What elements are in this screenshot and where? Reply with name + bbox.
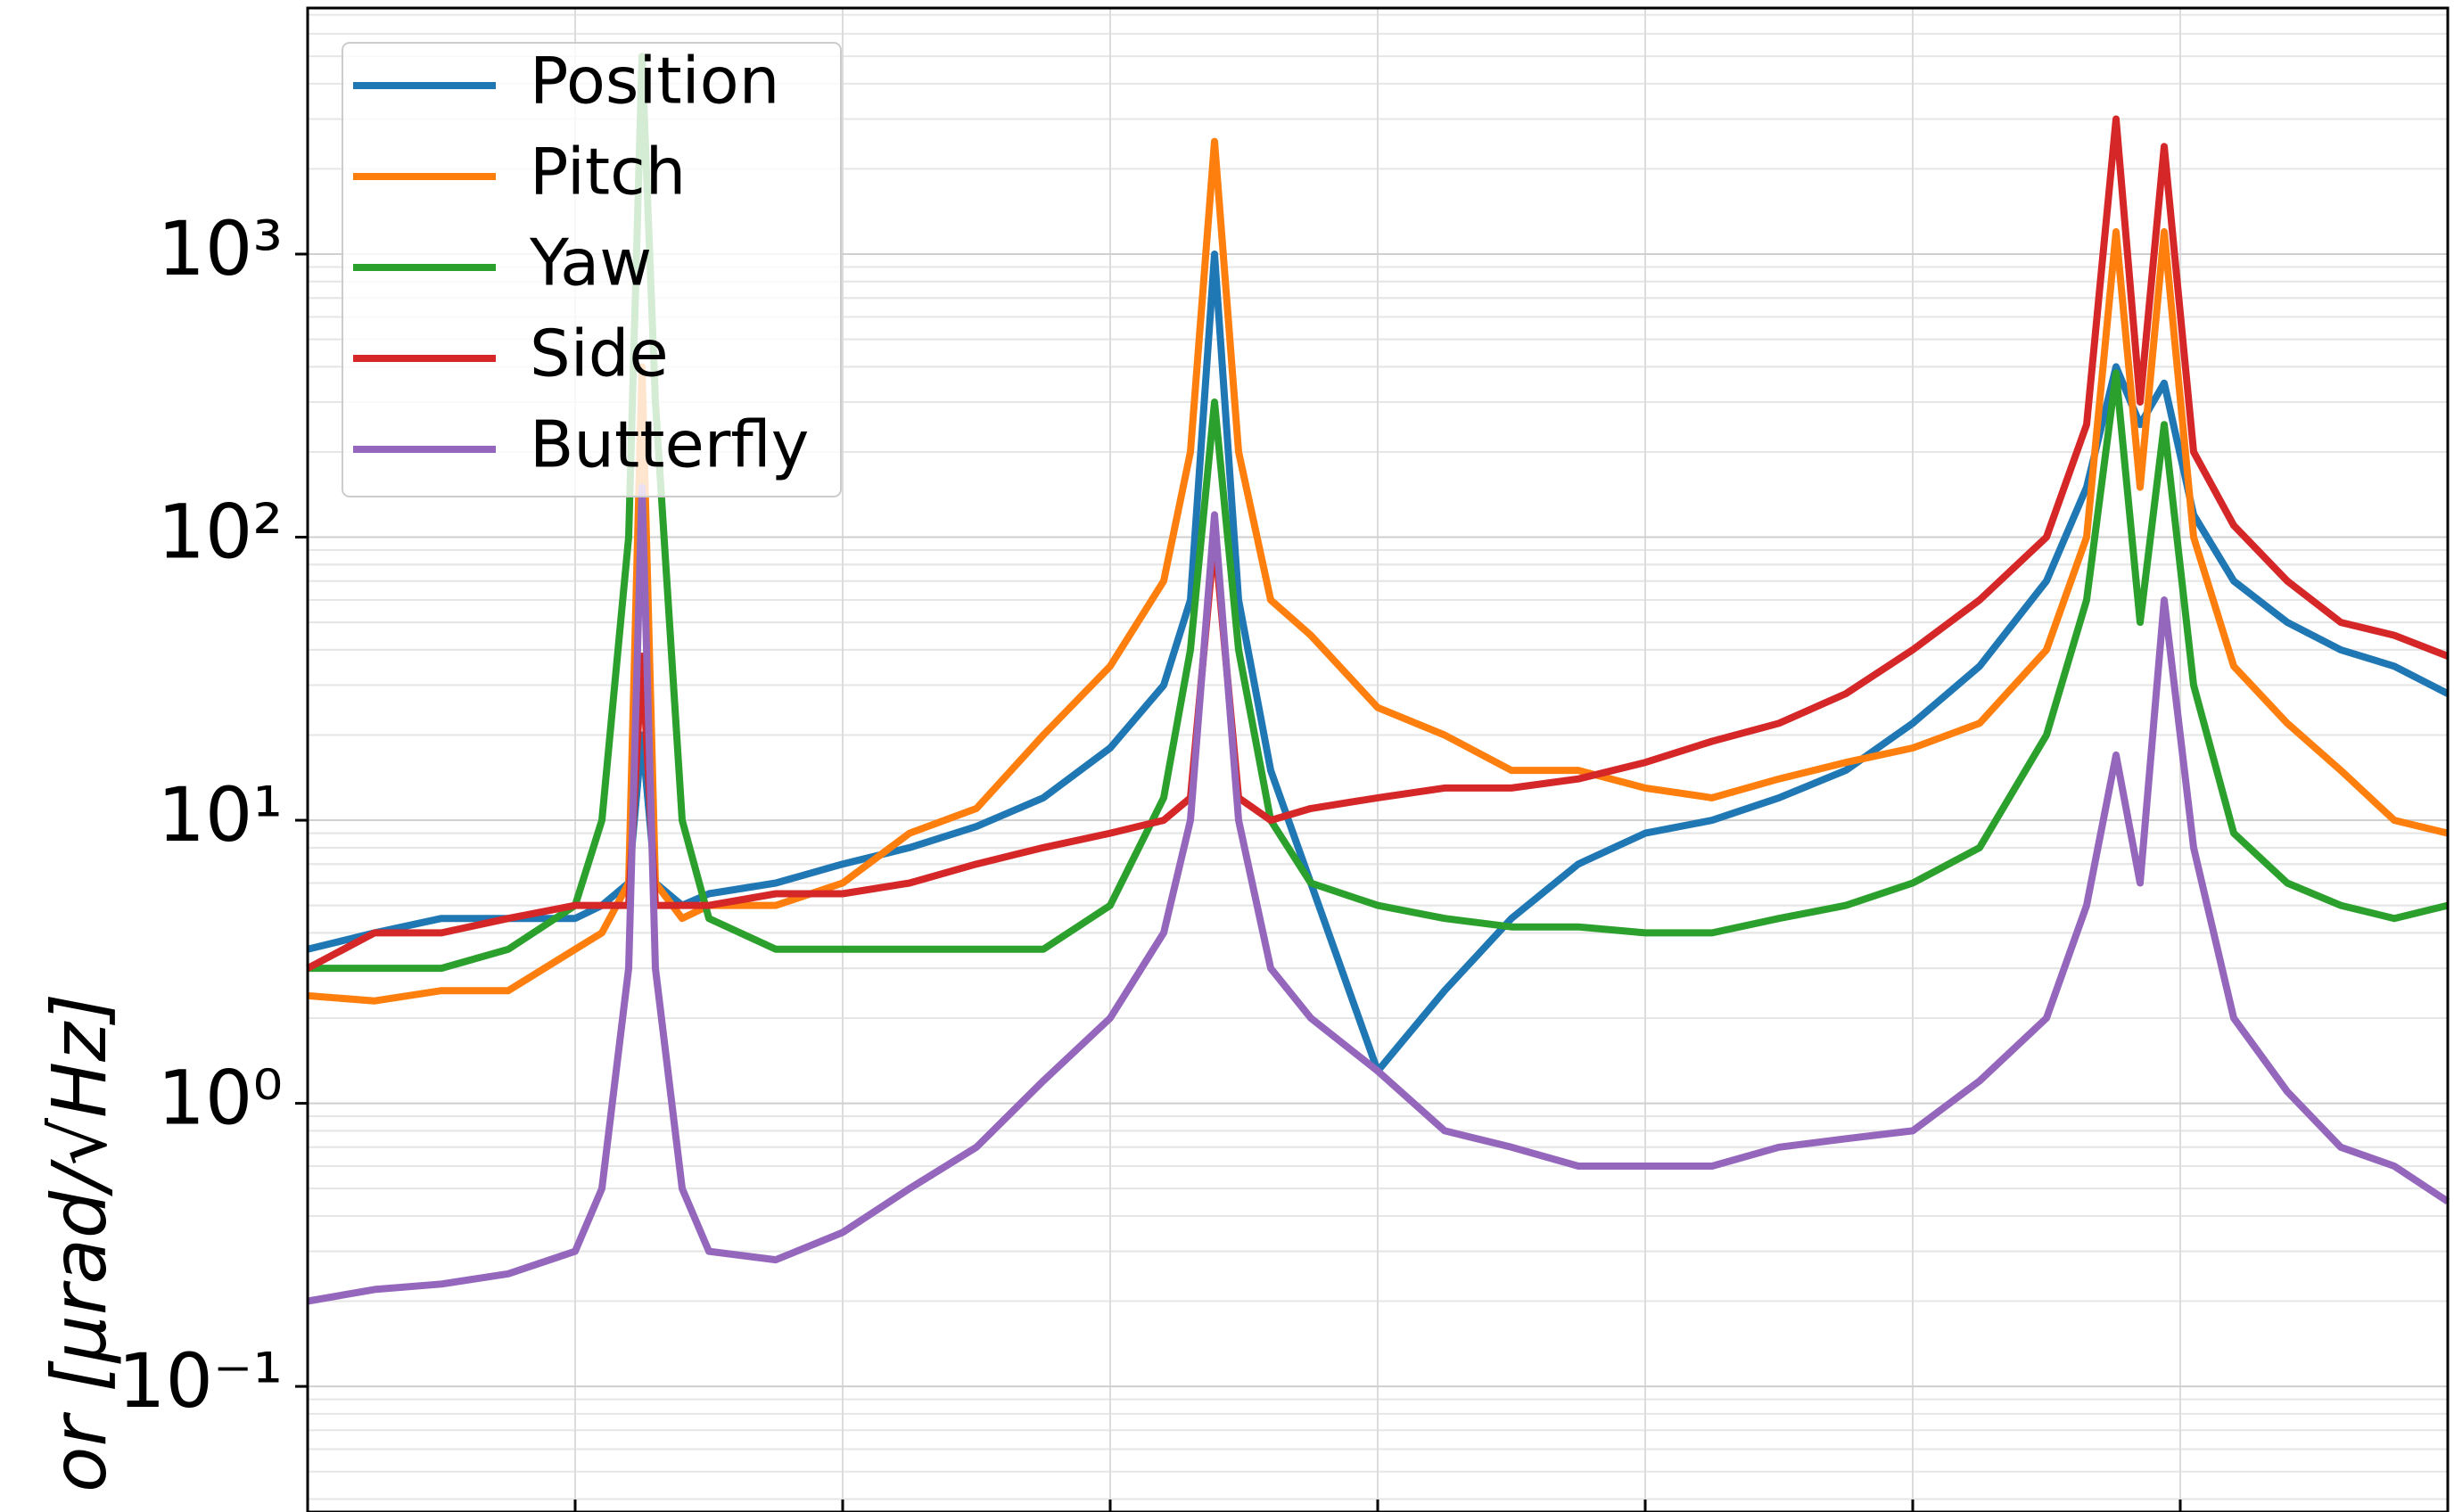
y-tick-label: 10³ [157,205,283,292]
axes: 10⁻¹ 10⁰ 10¹ 10² 10³ [118,6,2450,1512]
series-line [306,115,2450,972]
y-tick-label: 10¹ [157,771,283,859]
y-axis-label: or [μrad/√Hz] [36,993,123,1492]
y-tick-label: 10⁻¹ [118,1337,283,1425]
y-tick-label: 10⁰ [157,1055,283,1142]
legend-label: Position [530,44,779,119]
y-tick-label: 10² [157,488,283,575]
legend-box [342,42,842,497]
legend-label: Pitch [530,135,686,210]
legend-label: Yaw [529,226,652,300]
legend: Position Pitch Yaw Side Butterfly [342,42,842,497]
legend-label: Butterfly [530,407,809,482]
plot-frame [306,6,2450,1512]
legend-label: Side [530,316,669,391]
series-line [307,483,2450,1305]
